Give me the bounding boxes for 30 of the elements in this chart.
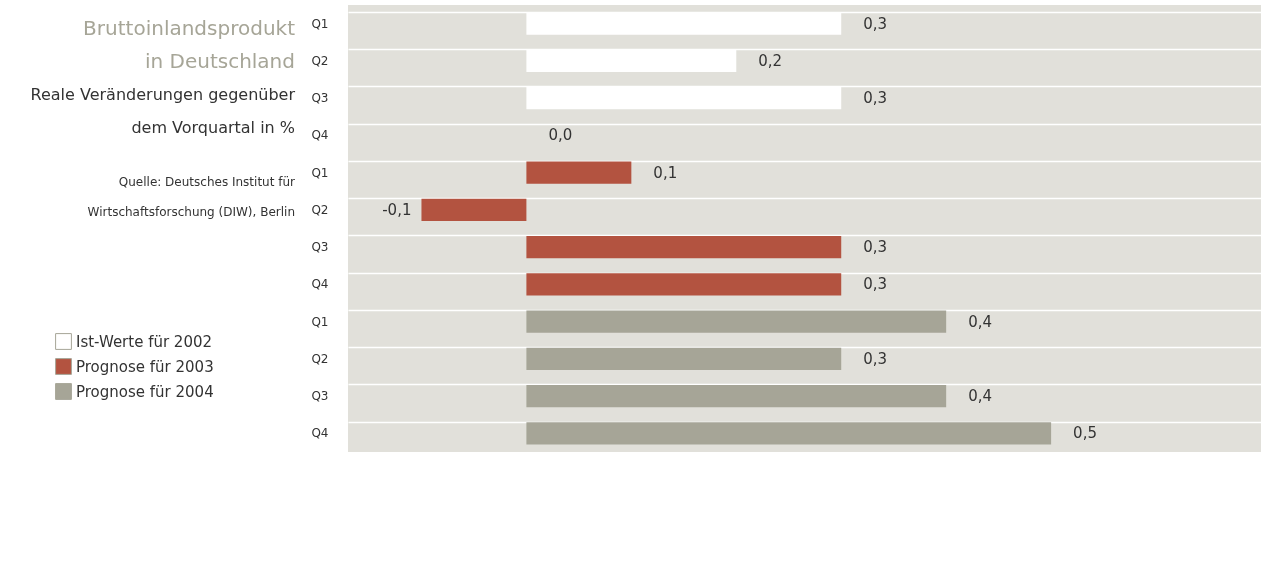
- y-tick-label: Q3: [311, 389, 329, 404]
- text: Quelle: Deutsches Institut für Wirtschaftsforschung (DIW), Berlin: [87, 175, 295, 219]
- data-label: 0,4: [968, 312, 993, 331]
- y-tick-label: Q2: [311, 53, 329, 68]
- data-label: 0,5: [1073, 424, 1097, 443]
- y-tick-label: Q2: [311, 202, 329, 217]
- data-label: -0,1: [382, 200, 412, 219]
- y-tick-label: Q1: [311, 314, 329, 329]
- text: Bruttoinlandsprodukt in Deutschland: [83, 16, 296, 73]
- data-label: 0,2: [758, 51, 783, 70]
- y-tick-label: Q4: [311, 128, 329, 143]
- data-label: 0,3: [863, 275, 888, 294]
- y-tick-label: Q4: [311, 426, 329, 441]
- legend-label: Prognose für 2003: [76, 357, 214, 376]
- text: Reale Veränderungen gegenüber dem Vorquartal in %: [30, 85, 296, 137]
- data-label: 0,3: [863, 89, 888, 108]
- data-label: 0,3: [863, 14, 888, 33]
- data-label: 0,3: [863, 238, 888, 257]
- data-label: 0,4: [968, 387, 993, 406]
- y-tick-label: Q1: [311, 16, 329, 31]
- y-tick-label: Q3: [311, 91, 329, 106]
- legend-label: Prognose für 2004: [76, 382, 214, 401]
- data-label: 0,3: [863, 349, 888, 368]
- data-label: 0,1: [653, 163, 678, 182]
- y-tick-label: Q2: [311, 351, 329, 366]
- legend-label: Ist-Werte für 2002: [76, 332, 213, 351]
- y-tick-label: Q4: [311, 277, 329, 292]
- data-label: 0,0: [548, 126, 573, 145]
- y-tick-label: Q3: [311, 240, 329, 255]
- y-tick-label: Q1: [311, 165, 329, 180]
